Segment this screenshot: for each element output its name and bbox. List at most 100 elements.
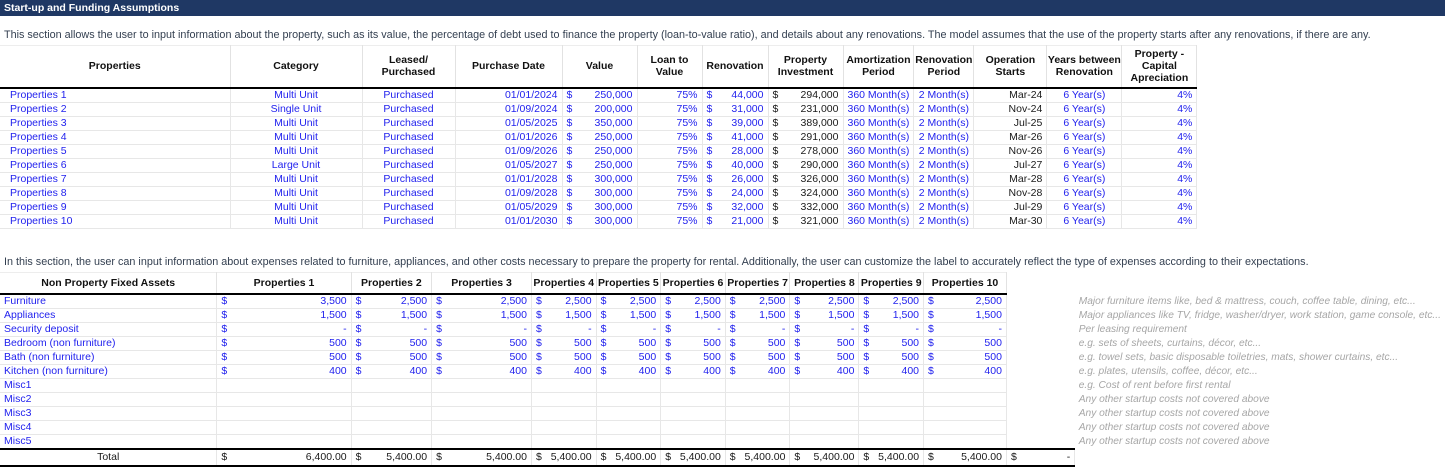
property-investment-cell[interactable]: $324,000 (768, 186, 844, 201)
asset-amount-cell[interactable]: $ - (596, 322, 662, 337)
asset-amount-cell[interactable] (725, 420, 791, 435)
renovation-period-cell[interactable]: 2 Month(s) (913, 172, 975, 187)
amortization-period-cell[interactable]: 360 Month(s) (843, 172, 915, 187)
asset-amount-cell[interactable] (431, 406, 532, 421)
capital-appreciation-cell[interactable]: 4% (1121, 144, 1198, 159)
capital-appreciation-cell[interactable]: 4% (1121, 172, 1198, 187)
total-label-cell[interactable]: Total (0, 448, 218, 467)
asset-amount-cell[interactable]: $400 (923, 364, 1007, 379)
asset-amount-cell[interactable]: $400 (351, 364, 433, 379)
operation-starts-cell[interactable]: Nov-26 (973, 144, 1048, 159)
asset-amount-cell[interactable] (531, 420, 597, 435)
operation-starts-cell[interactable]: Mar-26 (973, 130, 1048, 145)
asset-amount-cell[interactable]: $ - (923, 322, 1007, 337)
asset-amount-cell[interactable] (789, 406, 860, 421)
asset-amount-cell[interactable]: $ - (216, 322, 352, 337)
category-cell[interactable]: Multi Unit (230, 116, 363, 131)
amortization-period-cell[interactable]: 360 Month(s) (843, 87, 915, 103)
category-cell[interactable]: Single Unit (230, 102, 363, 117)
asset-amount-cell[interactable] (660, 420, 726, 435)
total-amount-cell[interactable]: $5,400.00 (789, 448, 860, 467)
renovation-cell[interactable]: $24,000 (702, 186, 769, 201)
capital-appreciation-cell[interactable]: 4% (1121, 102, 1198, 117)
asset-amount-cell[interactable] (660, 406, 726, 421)
asset-amount-cell[interactable] (923, 406, 1007, 421)
amortization-period-cell[interactable]: 360 Month(s) (843, 158, 915, 173)
years-between-renovation-cell[interactable]: 6 Year(s) (1046, 214, 1123, 229)
property-name-cell[interactable]: Properties 8 (0, 186, 231, 201)
asset-amount-cell[interactable] (531, 434, 597, 450)
purchase-date-cell[interactable]: 01/09/2024 (455, 102, 563, 117)
asset-amount-cell[interactable]: $3,500 (216, 294, 352, 309)
purchase-date-cell[interactable]: 01/05/2027 (455, 158, 563, 173)
purchase-date-cell[interactable]: 01/01/2024 (455, 87, 563, 103)
asset-amount-cell[interactable]: $1,500 (431, 308, 532, 323)
asset-amount-cell[interactable] (660, 434, 726, 450)
renovation-cell[interactable]: $39,000 (702, 116, 769, 131)
asset-amount-cell[interactable]: $500 (858, 336, 925, 351)
loan-to-value-cell[interactable]: 75% (637, 130, 703, 145)
asset-amount-cell[interactable]: $500 (431, 336, 532, 351)
asset-amount-cell[interactable] (351, 434, 433, 450)
asset-amount-cell[interactable] (725, 406, 791, 421)
operation-starts-cell[interactable]: Nov-28 (973, 186, 1048, 201)
asset-amount-cell[interactable]: $2,500 (858, 294, 925, 309)
renovation-period-cell[interactable]: 2 Month(s) (913, 130, 975, 145)
property-name-cell[interactable]: Properties 7 (0, 172, 231, 187)
asset-amount-cell[interactable]: $ - (660, 322, 726, 337)
loan-to-value-cell[interactable]: 75% (637, 186, 703, 201)
asset-amount-cell[interactable]: $500 (216, 336, 352, 351)
asset-amount-cell[interactable] (431, 420, 532, 435)
asset-amount-cell[interactable]: $2,500 (431, 294, 532, 309)
renovation-period-cell[interactable]: 2 Month(s) (913, 200, 975, 215)
renovation-cell[interactable]: $21,000 (702, 214, 769, 229)
leased-purchased-cell[interactable]: Purchased (362, 158, 456, 173)
purchase-date-cell[interactable]: 01/01/2028 (455, 172, 563, 187)
asset-amount-cell[interactable] (596, 420, 662, 435)
years-between-renovation-cell[interactable]: 6 Year(s) (1046, 186, 1123, 201)
asset-amount-cell[interactable]: $ - (725, 322, 791, 337)
asset-amount-cell[interactable]: $500 (725, 350, 791, 365)
asset-amount-cell[interactable]: $500 (351, 350, 433, 365)
operation-starts-cell[interactable]: Mar-30 (973, 214, 1048, 229)
years-between-renovation-cell[interactable]: 6 Year(s) (1046, 116, 1123, 131)
asset-amount-cell[interactable]: $1,500 (216, 308, 352, 323)
asset-amount-cell[interactable]: $400 (596, 364, 662, 379)
asset-amount-cell[interactable] (923, 420, 1007, 435)
capital-appreciation-cell[interactable]: 4% (1121, 116, 1198, 131)
total-amount-cell[interactable]: $5,400.00 (660, 448, 726, 467)
asset-amount-cell[interactable] (725, 434, 791, 450)
leased-purchased-cell[interactable]: Purchased (362, 102, 456, 117)
operation-starts-cell[interactable]: Jul-29 (973, 200, 1048, 215)
asset-amount-cell[interactable]: $ - (431, 322, 532, 337)
leased-purchased-cell[interactable]: Purchased (362, 214, 456, 229)
amortization-period-cell[interactable]: 360 Month(s) (843, 200, 915, 215)
asset-amount-cell[interactable]: $2,500 (923, 294, 1007, 309)
asset-amount-cell[interactable]: $1,500 (596, 308, 662, 323)
operation-starts-cell[interactable]: Mar-24 (973, 87, 1048, 103)
operation-starts-cell[interactable]: Nov-24 (973, 102, 1048, 117)
amortization-period-cell[interactable]: 360 Month(s) (843, 130, 915, 145)
renovation-cell[interactable]: $41,000 (702, 130, 769, 145)
asset-amount-cell[interactable] (725, 392, 791, 407)
asset-amount-cell[interactable]: $500 (216, 350, 352, 365)
value-cell[interactable]: $300,000 (562, 186, 638, 201)
asset-amount-cell[interactable]: $1,500 (789, 308, 860, 323)
asset-amount-cell[interactable]: $ - (351, 322, 433, 337)
years-between-renovation-cell[interactable]: 6 Year(s) (1046, 144, 1123, 159)
property-name-cell[interactable]: Properties 2 (0, 102, 231, 117)
asset-amount-cell[interactable] (596, 378, 662, 393)
total-amount-cell[interactable]: $5,400.00 (596, 448, 662, 467)
value-cell[interactable]: $250,000 (562, 144, 638, 159)
asset-label-cell[interactable]: Bath (non furniture) (0, 350, 218, 365)
property-investment-cell[interactable]: $389,000 (768, 116, 844, 131)
renovation-period-cell[interactable]: 2 Month(s) (913, 116, 975, 131)
asset-amount-cell[interactable]: $ - (789, 322, 860, 337)
property-investment-cell[interactable]: $290,000 (768, 158, 844, 173)
asset-amount-cell[interactable]: $1,500 (351, 308, 433, 323)
asset-amount-cell[interactable]: $500 (431, 350, 532, 365)
asset-amount-cell[interactable]: $500 (596, 336, 662, 351)
asset-amount-cell[interactable]: $400 (858, 364, 925, 379)
amortization-period-cell[interactable]: 360 Month(s) (843, 214, 915, 229)
asset-amount-cell[interactable] (431, 378, 532, 393)
